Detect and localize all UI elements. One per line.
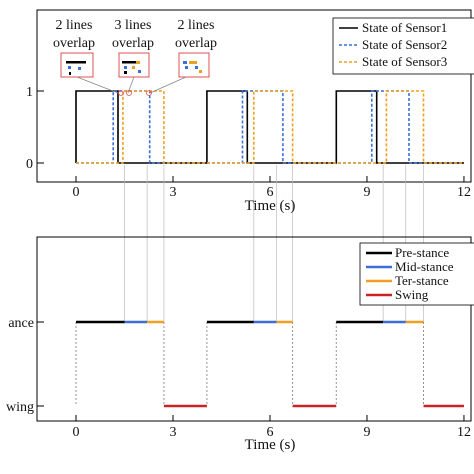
top-legend: State of Sensor1 State of Sensor2 State of… (332, 17, 474, 75)
annotation-1-line2: overlap (53, 36, 95, 51)
zoom-3-blue-mark (185, 66, 188, 69)
top-series-lines (75, 90, 464, 164)
series-line-sensor3 (76, 90, 464, 164)
zoom-3-orange-mark (199, 70, 202, 73)
legend-label: Pre-stance (395, 245, 449, 260)
zoom-1-blue-mark (68, 66, 71, 69)
x-tick-label: 9 (363, 425, 370, 440)
bottom-y-ticks: ance wing (6, 316, 44, 415)
annotation-2-line2: overlap (112, 36, 154, 51)
zoom-2-blue-mark (138, 70, 141, 73)
y-tick-label-swing: wing (6, 400, 34, 415)
top-x-axis-label: Time (s) (245, 198, 296, 214)
annotation-2-zoom-box (118, 52, 150, 78)
x-tick-label: 12 (457, 425, 471, 440)
annotation-1: 2 lines overlap (53, 18, 119, 94)
series-line-sensor1 (75, 90, 464, 164)
series-line-sensor2 (76, 90, 464, 164)
legend-label: State of Sensor2 (362, 37, 447, 52)
top-y-ticks: 01 (26, 85, 44, 172)
annotation-3-pointer (149, 76, 187, 94)
x-tick-label: 3 (169, 185, 176, 200)
legend-label: State of Sensor1 (362, 20, 447, 35)
bottom-x-axis-label: Time (s) (245, 437, 296, 453)
x-tick-label: 0 (73, 425, 80, 440)
legend-label: Ter-stance (395, 273, 449, 288)
zoom-2-orange-mark (132, 66, 135, 69)
annotation-2: 3 lines overlap (112, 18, 154, 94)
legend-label: Mid-stance (395, 259, 454, 274)
zoom-3-blue-mark (195, 66, 198, 69)
y-tick-label: 1 (26, 85, 33, 100)
x-tick-label: 12 (457, 185, 471, 200)
x-tick-label: 6 (266, 425, 273, 440)
bottom-plot-frame (36, 236, 472, 422)
annotation-3: 2 lines overlap (149, 18, 217, 94)
zoom-3-orange-mark (189, 61, 197, 64)
x-tick-label: 3 (169, 425, 176, 440)
annotation-1-zoom-box (60, 52, 94, 78)
x-tick-label: 0 (73, 185, 80, 200)
zoom-2-orange-mark (136, 61, 140, 64)
zoom-2-black-line (122, 61, 136, 64)
bottom-x-ticks: 0 3 6 9 12 (73, 415, 471, 440)
legend-label: Swing (395, 287, 429, 302)
zoom-1-black-line (66, 61, 86, 64)
bottom-transition-lines (75, 322, 424, 406)
y-tick-label: 0 (26, 157, 33, 172)
y-tick-label-stance: ance (8, 316, 34, 331)
annotation-3-line1: 2 lines (178, 18, 215, 33)
overlap-marker (146, 90, 152, 96)
annotation-3-zoom-box (178, 52, 210, 78)
annotation-3-line2: overlap (175, 36, 217, 51)
annotation-2-line1: 3 lines (115, 18, 152, 33)
bottom-phase-segments (76, 320, 464, 408)
bottom-panel: 0 3 6 9 12 ance wing Time (s) Pre-stanceMid-… (6, 236, 474, 453)
annotation-1-pointer (76, 76, 119, 94)
top-x-ticks: 0 3 6 9 12 (73, 176, 471, 200)
annotation-1-line1: 2 lines (56, 18, 93, 33)
top-panel: 0 3 6 9 12 01 Time (s) 2 lines overlap 3 lin… (26, 9, 474, 322)
overlap-marker (126, 90, 132, 96)
zoom-2-blue-mark (124, 66, 127, 69)
overlap-marker (118, 90, 124, 96)
x-tick-label: 6 (266, 185, 273, 200)
x-tick-label: 9 (363, 185, 370, 200)
zoom-3-blue-mark (183, 61, 187, 64)
zoom-1-black-mark (69, 72, 71, 75)
legend-label: State of Sensor3 (362, 54, 447, 69)
zoom-1-blue-mark (78, 67, 81, 70)
zoom-2-black-mark (124, 71, 127, 74)
